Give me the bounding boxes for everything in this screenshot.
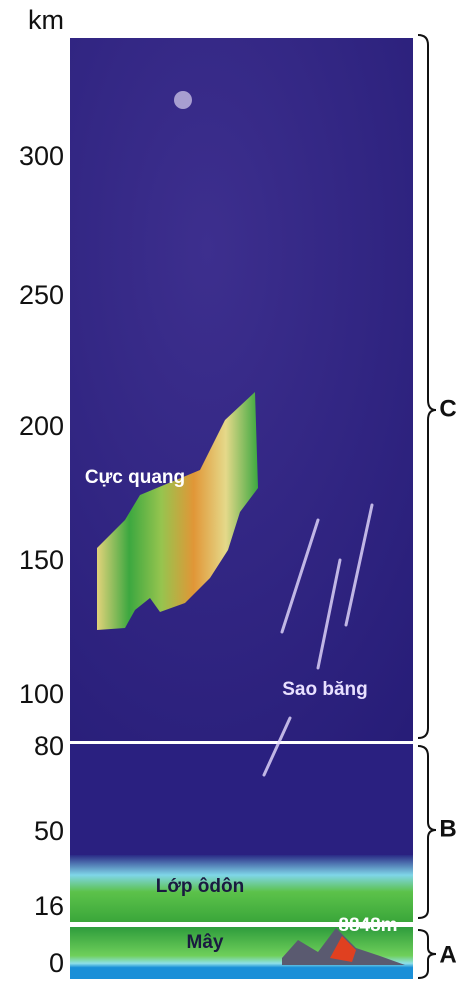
aurora-label: Cực quang [85, 467, 185, 488]
brackets [417, 34, 437, 979]
axis-unit: km [28, 5, 64, 35]
layer-c-panel [70, 38, 413, 741]
layer-label: A [439, 941, 456, 968]
tick-label: 300 [19, 141, 64, 171]
star [174, 91, 192, 109]
tick-label: 80 [34, 731, 64, 761]
clouds-label: Mây [187, 932, 224, 953]
tick-label: 200 [19, 411, 64, 441]
tick-label: 16 [34, 891, 64, 921]
peak [330, 936, 356, 962]
tick-label: 150 [19, 545, 64, 575]
ozone-label: Lớp ôdôn [156, 876, 244, 897]
meteor-label: Sao băng [282, 679, 368, 700]
meteors [262, 503, 374, 777]
everest-label: 8848m [338, 915, 397, 936]
ozone-band [70, 855, 413, 922]
tick-label: 100 [19, 679, 64, 709]
tick-label: 250 [19, 280, 64, 310]
tick-label: 0 [49, 948, 64, 978]
layer-label: B [439, 815, 456, 842]
layer-label: C [439, 395, 456, 422]
aurora [97, 392, 258, 630]
tick-label: 50 [34, 816, 64, 846]
